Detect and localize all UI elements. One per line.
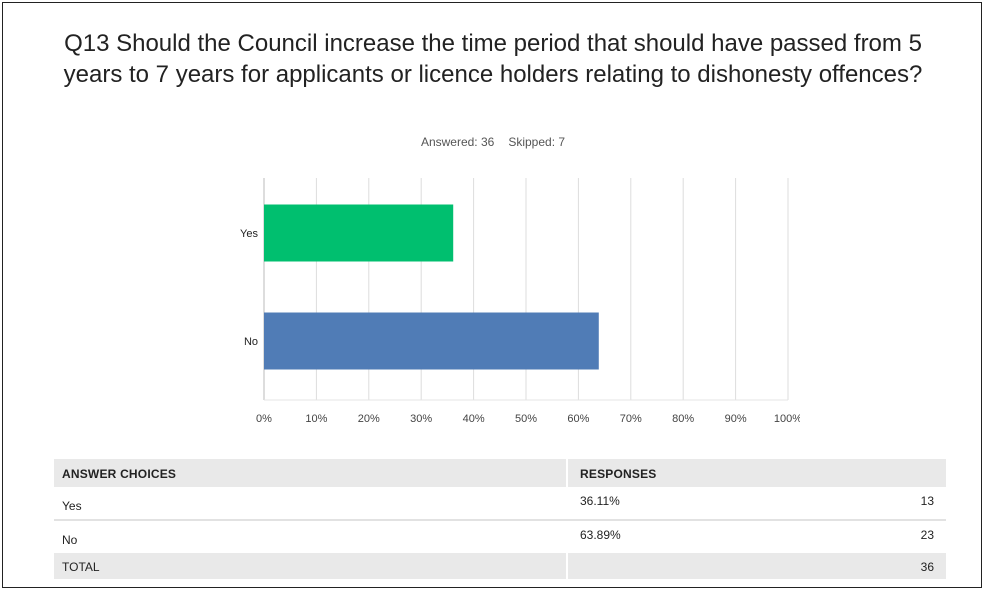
x-tick-label: 10% (305, 413, 327, 425)
bar-yes (264, 204, 454, 262)
x-tick-label: 50% (515, 413, 537, 425)
table-row: Yes 36.11% 13 (54, 487, 946, 521)
header-divider (566, 459, 568, 487)
response-stats: Answered: 36 Skipped: 7 (0, 135, 986, 149)
skipped-count: Skipped: 7 (508, 135, 566, 149)
x-tick-label: 60% (567, 413, 589, 425)
table-header: ANSWER CHOICES RESPONSES (54, 459, 946, 487)
category-label: Yes (240, 228, 258, 240)
x-tick-label: 30% (410, 413, 432, 425)
row-choice: Yes (62, 499, 82, 513)
row-choice: No (62, 533, 78, 547)
bar-chart: 0% 10% 20% 30% 40% 50% 60% 70% 80% 90% 100% Yes No (240, 178, 800, 425)
table-total-row: TOTAL 36 (54, 553, 946, 579)
x-tick-label: 90% (725, 413, 747, 425)
bar-no (264, 312, 599, 370)
answered-count: Answered: 36 (420, 135, 495, 149)
row-count: 23 (920, 528, 934, 542)
table-row: No 63.89% 23 (54, 521, 946, 553)
total-label: TOTAL (62, 560, 100, 574)
x-tick-label: 70% (620, 413, 642, 425)
x-tick-label: 0% (256, 413, 272, 425)
x-tick-label: 100% (774, 413, 800, 425)
header-answer-choices: ANSWER CHOICES (62, 467, 177, 481)
total-count: 36 (920, 560, 934, 574)
row-percent: 36.11% (580, 494, 620, 508)
row-percent: 63.89% (580, 528, 621, 542)
x-tick-label: 80% (672, 413, 694, 425)
total-divider (566, 553, 568, 579)
header-responses: RESPONSES (580, 467, 657, 481)
row-count: 13 (920, 494, 934, 508)
responses-table: ANSWER CHOICES RESPONSES Yes 36.11% 13 N… (54, 459, 946, 579)
category-label: No (244, 336, 258, 348)
x-tick-label: 20% (358, 413, 380, 425)
x-tick-label: 40% (463, 413, 485, 425)
question-title: Q13 Should the Council increase the time… (63, 30, 923, 88)
